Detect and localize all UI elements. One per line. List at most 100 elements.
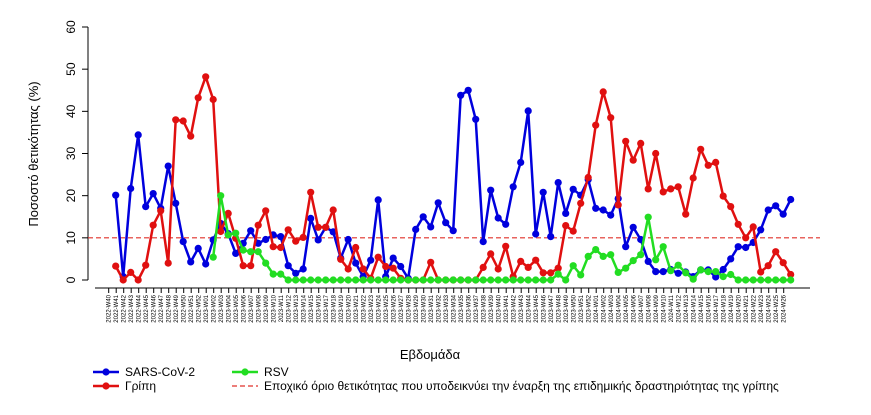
- x-tick-label: 2024-W03: [609, 294, 615, 322]
- legend-item-threshold: Εποχικό όριο θετικότητας που υποδεικνύει…: [232, 379, 779, 393]
- data-point: [412, 225, 420, 233]
- x-tick-label: 2024-W24: [767, 294, 773, 322]
- data-point: [697, 266, 705, 274]
- x-tick-label: 2024-W10: [662, 294, 668, 322]
- x-tick-label: 2023-W30: [422, 294, 428, 322]
- data-point: [112, 262, 120, 270]
- x-tick-label: 2024-W16: [707, 294, 713, 322]
- x-tick-label: 2023-W35: [459, 294, 465, 322]
- data-point: [517, 257, 525, 265]
- data-point: [674, 183, 682, 191]
- x-tick-label: 2023-W15: [309, 294, 315, 322]
- x-tick-label: 2023-W20: [347, 294, 353, 322]
- data-point: [524, 263, 532, 271]
- data-point: [547, 269, 555, 277]
- data-point: [577, 271, 585, 279]
- data-point: [592, 246, 600, 254]
- x-tick-label: 2024-W05: [624, 294, 630, 322]
- data-point: [442, 219, 450, 227]
- data-point: [532, 256, 540, 264]
- data-point: [374, 253, 382, 261]
- data-point: [704, 161, 712, 169]
- data-point: [419, 276, 427, 284]
- x-tick-label: 2023-W18: [332, 294, 338, 322]
- x-tick-label: 2022-W47: [159, 294, 165, 322]
- data-point: [232, 249, 240, 257]
- svg-text:Γρίπη: Γρίπη: [125, 379, 156, 393]
- data-point: [292, 269, 300, 277]
- data-point: [757, 276, 765, 284]
- data-point: [224, 209, 232, 217]
- x-tick-label: 2023-W23: [369, 294, 375, 322]
- data-point: [187, 132, 195, 140]
- legend: SARS-CoV-2 RSV Γρίπη Εποχικό όριο θετικό…: [93, 365, 779, 393]
- x-tick-label: 2024-W13: [684, 294, 690, 322]
- x-tick-label: 2023-W06: [242, 294, 248, 322]
- x-tick-label: 2023-W03: [219, 294, 225, 322]
- data-point: [329, 276, 337, 284]
- data-point: [742, 243, 750, 252]
- data-point: [539, 269, 547, 277]
- x-tick-label: 2024-W07: [639, 294, 645, 322]
- data-point: [674, 269, 682, 277]
- data-point: [569, 185, 577, 193]
- data-point: [374, 196, 382, 204]
- data-point: [352, 243, 360, 252]
- x-tick-label: 2023-W28: [407, 294, 413, 322]
- data-point: [742, 234, 750, 242]
- data-point: [464, 276, 472, 284]
- x-tick-label: 2023-W42: [512, 294, 518, 322]
- svg-text:RSV: RSV: [264, 365, 289, 379]
- data-point: [149, 190, 157, 198]
- y-tick-label: 0: [64, 276, 78, 283]
- svg-text:Εποχικό όριο θετικότητας που υ: Εποχικό όριο θετικότητας που υποδεικνύει…: [264, 379, 779, 393]
- data-point: [277, 270, 285, 278]
- data-point: [202, 260, 210, 268]
- data-point: [352, 276, 360, 284]
- data-point: [299, 233, 307, 241]
- x-tick-label: 2023-W12: [287, 294, 293, 322]
- data-point: [509, 183, 517, 191]
- data-point: [682, 210, 690, 218]
- data-point: [539, 276, 547, 284]
- data-point: [494, 265, 502, 273]
- x-tick-label: 2022-W49: [174, 294, 180, 322]
- svg-text:SARS-CoV-2: SARS-CoV-2: [125, 365, 195, 379]
- data-point: [772, 248, 780, 256]
- x-tick-label: 2024-W02: [602, 294, 608, 322]
- x-tick-label: 2023-W11: [279, 294, 285, 322]
- x-tick-label: 2023-W19: [339, 294, 345, 322]
- data-point: [494, 214, 502, 222]
- data-point: [262, 259, 270, 267]
- data-point: [712, 273, 720, 281]
- data-point: [719, 273, 727, 281]
- data-point: [224, 231, 232, 239]
- data-point: [562, 222, 570, 230]
- x-tick-label: 2022-W43: [129, 294, 135, 322]
- data-point: [254, 248, 262, 256]
- data-point: [262, 207, 270, 215]
- x-tick-label: 2023-W40: [497, 294, 503, 322]
- data-point: [202, 73, 210, 81]
- x-axis-title: Εβδομάδα: [400, 347, 461, 362]
- data-point: [592, 121, 600, 129]
- data-point: [532, 230, 540, 238]
- data-point: [524, 107, 532, 115]
- data-point: [592, 204, 600, 212]
- data-point: [134, 131, 142, 139]
- data-point: [569, 262, 577, 270]
- data-point: [749, 276, 757, 284]
- data-point: [779, 259, 787, 267]
- x-tick-label: 2024-W19: [729, 294, 735, 322]
- data-point: [209, 253, 217, 261]
- data-point: [652, 149, 660, 158]
- y-tick-label: 40: [64, 104, 78, 118]
- data-point: [727, 255, 735, 263]
- x-tick-label: 2022-W40: [107, 294, 113, 322]
- data-point: [127, 268, 135, 276]
- data-point: [599, 88, 607, 96]
- data-point: [344, 265, 352, 273]
- data-point: [397, 262, 405, 271]
- data-point: [659, 243, 667, 251]
- data-point: [314, 236, 322, 244]
